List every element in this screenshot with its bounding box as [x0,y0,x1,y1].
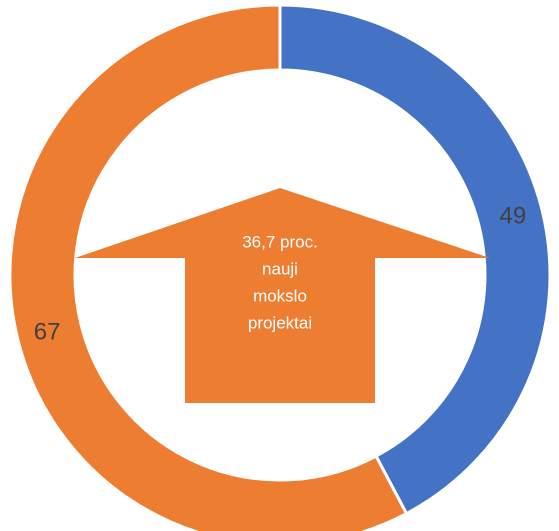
annotation-line: mokslo [253,286,307,305]
annotation-line: nauji [262,259,298,278]
slices [8,3,552,531]
slice [278,3,552,516]
labels: 49 67 36,7 proc. nauji mokslo projektai [34,202,527,345]
annotation-line: projektai [248,313,312,332]
data-label: 67 [34,318,61,345]
data-label: 49 [500,202,527,229]
slice [8,3,409,531]
annotation-line: 36,7 proc. [242,232,318,251]
arrow [75,188,490,403]
